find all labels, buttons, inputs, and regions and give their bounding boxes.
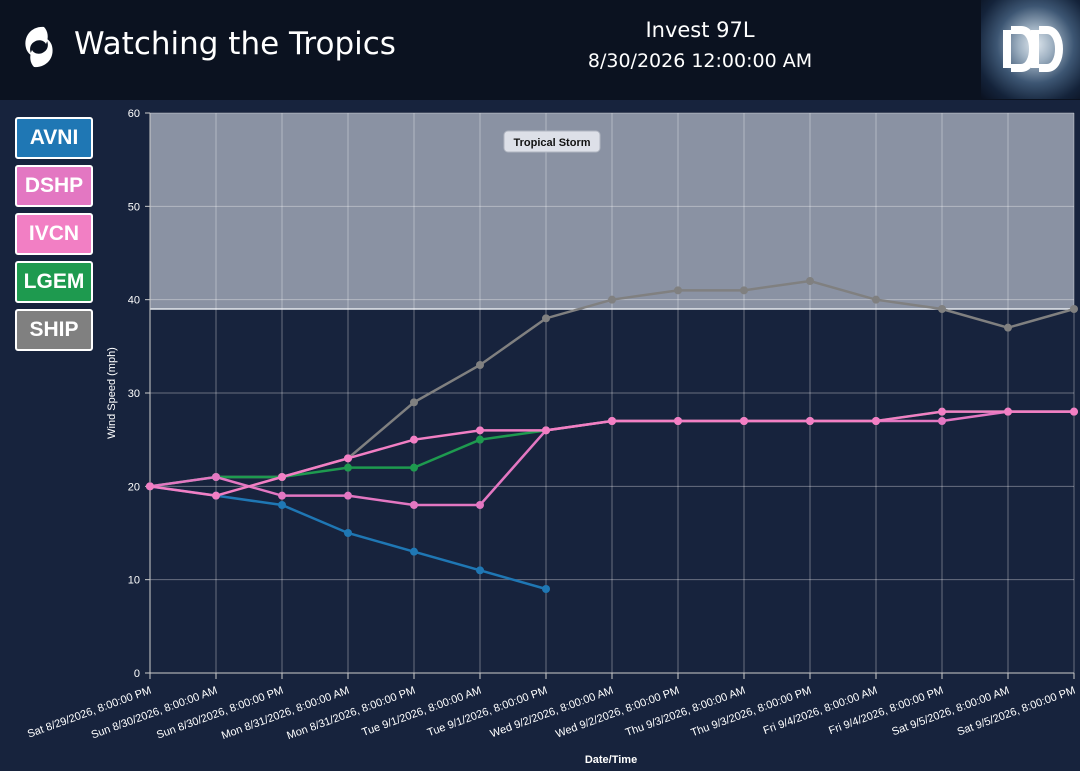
- legend-button-avni[interactable]: AVNI: [15, 117, 93, 159]
- tropical-storm-label-box: [503, 130, 601, 153]
- y-tick-label: 20: [128, 481, 140, 493]
- data-point-ship: [872, 295, 880, 304]
- data-point-ship: [410, 398, 418, 407]
- legend-button-ship[interactable]: SHIP: [15, 309, 93, 351]
- x-tick-label: Thu 9/3/2026, 8:00:00 PM: [689, 685, 813, 740]
- y-tick-label: 60: [128, 108, 140, 120]
- data-point-ivcn: [278, 473, 286, 481]
- data-point-avni: [344, 529, 352, 537]
- data-point-ship: [740, 286, 748, 295]
- data-point-ship: [1004, 323, 1012, 332]
- data-point-avni: [542, 585, 550, 593]
- x-tick-label: Tue 9/1/2026, 8:00:00 AM: [360, 685, 483, 739]
- data-point-dshp: [938, 417, 946, 425]
- data-point-ivcn: [542, 426, 550, 435]
- x-tick-label: Thu 9/3/2026, 8:00:00 AM: [624, 685, 747, 740]
- forecast-timestamp: 8/30/2026 12:00:00 AM: [587, 50, 813, 72]
- data-point-ivcn: [146, 482, 154, 491]
- x-tick-label: Sat 9/5/2026, 8:00:00 AM: [890, 685, 1011, 739]
- data-point-lgem: [344, 463, 352, 472]
- x-tick-label: Sun 8/30/2026, 8:00:00 AM: [90, 685, 219, 742]
- data-point-ship: [542, 314, 550, 323]
- data-point-ivcn: [872, 417, 880, 425]
- legend-button-ivcn[interactable]: IVCN: [15, 213, 93, 255]
- data-point-ship: [608, 295, 616, 304]
- data-point-ivcn: [608, 417, 616, 425]
- data-point-ship: [938, 305, 946, 313]
- data-point-ship: [674, 286, 682, 295]
- data-point-ivcn: [476, 426, 484, 435]
- y-tick-label: 30: [128, 388, 140, 400]
- dd-logo: [981, 0, 1080, 99]
- data-point-ivcn: [410, 435, 418, 444]
- data-point-ivcn: [938, 407, 946, 416]
- data-point-dshp: [344, 491, 352, 500]
- data-point-ship: [1070, 305, 1078, 313]
- data-point-dshp: [476, 501, 484, 509]
- data-point-ivcn: [344, 454, 352, 463]
- y-tick-label: 0: [134, 668, 140, 680]
- data-point-avni: [410, 547, 418, 556]
- model-legend: AVNI DSHP IVCN LGEM SHIP: [15, 117, 93, 357]
- data-point-ivcn: [1004, 407, 1012, 416]
- y-tick-label: 40: [128, 295, 140, 307]
- app-header: Watching the Tropics Invest 97L 8/30/202…: [0, 0, 1080, 100]
- x-tick-label: Wed 9/2/2026, 8:00:00 AM: [489, 685, 615, 741]
- x-axis-label: Date/Time: [585, 754, 637, 766]
- data-point-ivcn: [1070, 407, 1078, 416]
- hurricane-icon: [25, 26, 53, 68]
- x-tick-label: Sat 9/5/2026, 8:00:00 PM: [956, 685, 1077, 739]
- data-point-ivcn: [674, 417, 682, 425]
- app-title: Watching the Tropics: [74, 26, 396, 62]
- data-point-ivcn: [212, 491, 220, 500]
- legend-button-lgem[interactable]: LGEM: [15, 261, 93, 303]
- data-point-ivcn: [806, 417, 814, 425]
- tropical-storm-label: Tropical Storm: [513, 137, 590, 149]
- y-axis-label: Wind Speed (mph): [106, 347, 118, 439]
- x-tick-label: Wed 9/2/2026, 8:00:00 PM: [554, 685, 681, 741]
- data-point-lgem: [476, 435, 484, 444]
- storm-name: Invest 97L: [645, 18, 755, 42]
- data-point-lgem: [410, 463, 418, 472]
- data-point-ship: [806, 277, 814, 285]
- x-tick-label: Fri 9/4/2026, 8:00:00 PM: [827, 685, 945, 738]
- y-tick-label: 10: [128, 575, 140, 587]
- data-point-avni: [278, 501, 286, 509]
- x-tick-label: Tue 9/1/2026, 8:00:00 PM: [426, 685, 549, 740]
- data-point-ship: [476, 361, 484, 369]
- legend-button-dshp[interactable]: DSHP: [15, 165, 93, 207]
- y-tick-label: 50: [128, 201, 140, 213]
- data-point-avni: [476, 566, 484, 575]
- x-tick-label: Fri 9/4/2026, 8:00:00 AM: [762, 685, 879, 737]
- tropical-storm-band: [150, 113, 1074, 309]
- data-point-ivcn: [740, 417, 748, 425]
- data-point-dshp: [212, 473, 220, 481]
- data-point-dshp: [410, 501, 418, 509]
- data-point-dshp: [278, 491, 286, 500]
